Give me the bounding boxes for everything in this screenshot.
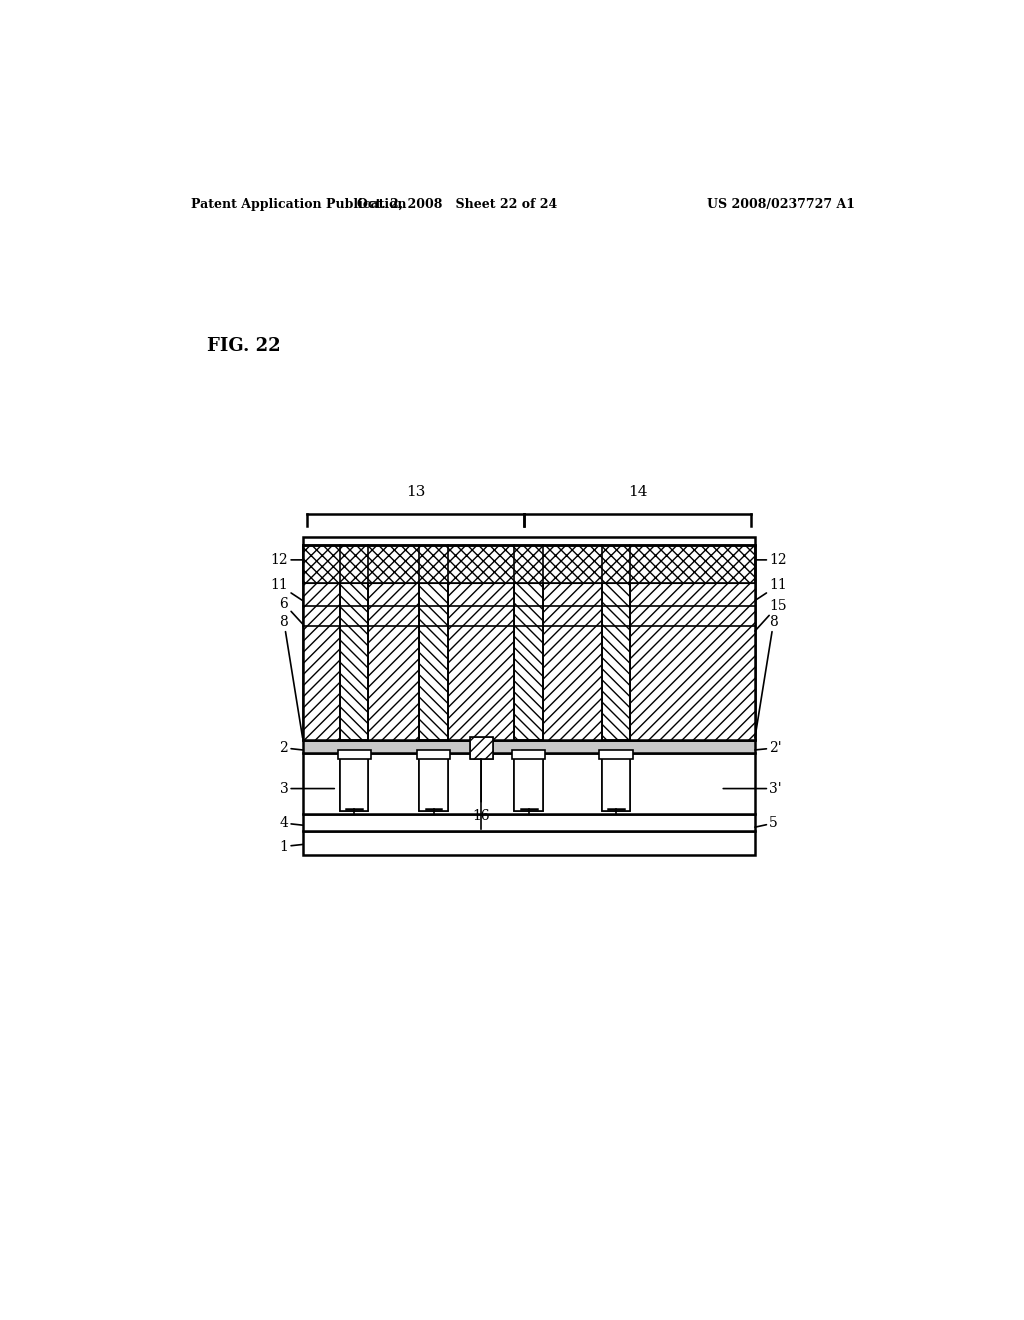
Bar — [602, 756, 631, 810]
Text: 8: 8 — [280, 615, 303, 738]
Text: 2: 2 — [280, 741, 303, 755]
Text: 5: 5 — [755, 816, 778, 830]
Bar — [369, 545, 419, 739]
Bar — [303, 545, 755, 739]
Text: 1: 1 — [280, 840, 303, 854]
Bar — [631, 545, 755, 739]
Text: 14: 14 — [628, 484, 647, 499]
Bar — [303, 545, 340, 739]
Bar — [602, 756, 631, 810]
Bar — [419, 545, 447, 739]
Text: 8: 8 — [755, 615, 778, 738]
Text: 11: 11 — [755, 578, 787, 601]
Bar — [303, 545, 755, 583]
Bar — [419, 545, 447, 739]
Text: US 2008/0237727 A1: US 2008/0237727 A1 — [708, 198, 855, 211]
Bar — [447, 545, 514, 739]
Text: Oct. 2, 2008   Sheet 22 of 24: Oct. 2, 2008 Sheet 22 of 24 — [357, 198, 557, 211]
Bar — [447, 545, 514, 739]
Text: 12: 12 — [755, 553, 786, 566]
Bar — [303, 752, 755, 814]
Bar — [303, 814, 755, 832]
Text: Patent Application Publication: Patent Application Publication — [191, 198, 407, 211]
Bar — [543, 545, 602, 739]
Bar — [602, 545, 631, 739]
Text: 3: 3 — [280, 781, 334, 796]
Bar — [303, 545, 755, 583]
Bar — [470, 737, 493, 759]
Bar — [514, 756, 543, 810]
Bar — [599, 750, 633, 759]
Bar — [303, 545, 340, 739]
Text: 11: 11 — [270, 578, 303, 601]
Bar — [419, 756, 447, 810]
Text: 13: 13 — [406, 484, 425, 499]
Text: 12: 12 — [270, 553, 303, 566]
Bar — [303, 545, 755, 583]
Text: 3': 3' — [723, 781, 782, 796]
Bar — [631, 545, 755, 739]
Bar — [419, 756, 447, 810]
Bar — [470, 737, 493, 759]
Bar — [340, 756, 369, 810]
Text: FIG. 22: FIG. 22 — [207, 338, 281, 355]
Text: 16: 16 — [472, 809, 489, 822]
Bar — [303, 832, 755, 854]
Bar — [303, 739, 755, 752]
Text: 2': 2' — [755, 741, 782, 755]
Bar — [338, 750, 371, 759]
Bar — [514, 545, 543, 739]
Bar — [340, 756, 369, 810]
Bar — [340, 545, 369, 739]
Bar — [340, 545, 369, 739]
Bar — [369, 545, 419, 739]
Bar — [602, 545, 631, 739]
Text: 4: 4 — [280, 816, 303, 830]
Text: 6: 6 — [280, 597, 303, 624]
Text: 15: 15 — [755, 598, 786, 631]
Bar — [514, 545, 543, 739]
Bar — [303, 536, 755, 545]
Bar — [543, 545, 602, 739]
Bar — [417, 750, 451, 759]
Bar — [512, 750, 546, 759]
Bar — [303, 545, 755, 739]
Bar — [514, 756, 543, 810]
